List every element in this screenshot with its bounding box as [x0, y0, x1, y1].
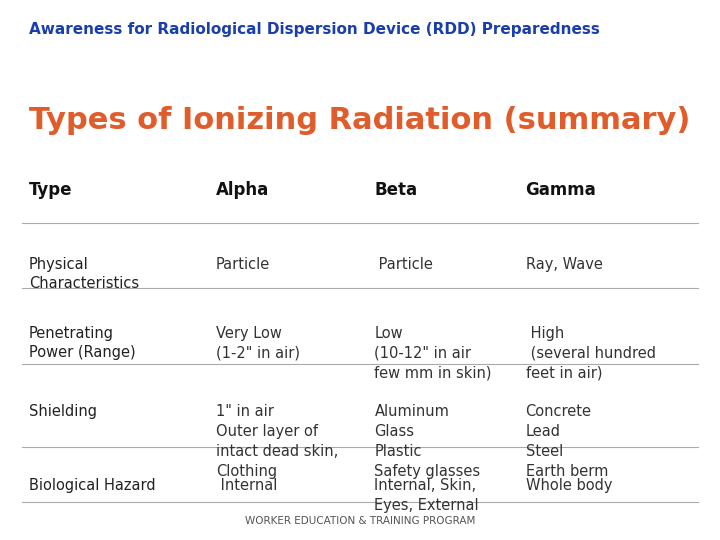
Text: WORKER EDUCATION & TRAINING PROGRAM: WORKER EDUCATION & TRAINING PROGRAM	[245, 516, 475, 526]
Text: Alpha: Alpha	[216, 181, 269, 199]
Text: Gamma: Gamma	[526, 181, 596, 199]
Text: Aluminum
Glass
Plastic
Safety glasses: Aluminum Glass Plastic Safety glasses	[374, 404, 480, 478]
Text: Particle: Particle	[216, 256, 270, 272]
Text: 1" in air
Outer layer of
intact dead skin,
Clothing: 1" in air Outer layer of intact dead ski…	[216, 404, 338, 478]
Text: Types of Ionizing Radiation (summary): Types of Ionizing Radiation (summary)	[30, 106, 690, 136]
Text: Low
(10-12" in air
few mm in skin): Low (10-12" in air few mm in skin)	[374, 326, 492, 380]
Text: Physical
Characteristics: Physical Characteristics	[29, 256, 139, 292]
Text: Beta: Beta	[374, 181, 418, 199]
Text: Shielding: Shielding	[29, 404, 96, 419]
Text: Awareness for Radiological Dispersion Device (RDD) Preparedness: Awareness for Radiological Dispersion De…	[29, 22, 600, 37]
Text: Internal: Internal	[216, 478, 277, 493]
Text: Particle: Particle	[374, 256, 433, 272]
Text: Ray, Wave: Ray, Wave	[526, 256, 603, 272]
Text: Internal, Skin,
Eyes, External: Internal, Skin, Eyes, External	[374, 478, 479, 513]
Text: Biological Hazard: Biological Hazard	[29, 478, 156, 493]
Text: Whole body: Whole body	[526, 478, 612, 493]
Text: Very Low
(1-2" in air): Very Low (1-2" in air)	[216, 326, 300, 361]
Text: Penetrating
Power (Range): Penetrating Power (Range)	[29, 326, 135, 361]
Text: Type: Type	[29, 181, 72, 199]
Text: Concrete
Lead
Steel
Earth berm: Concrete Lead Steel Earth berm	[526, 404, 608, 478]
Text: High
 (several hundred
feet in air): High (several hundred feet in air)	[526, 326, 656, 380]
